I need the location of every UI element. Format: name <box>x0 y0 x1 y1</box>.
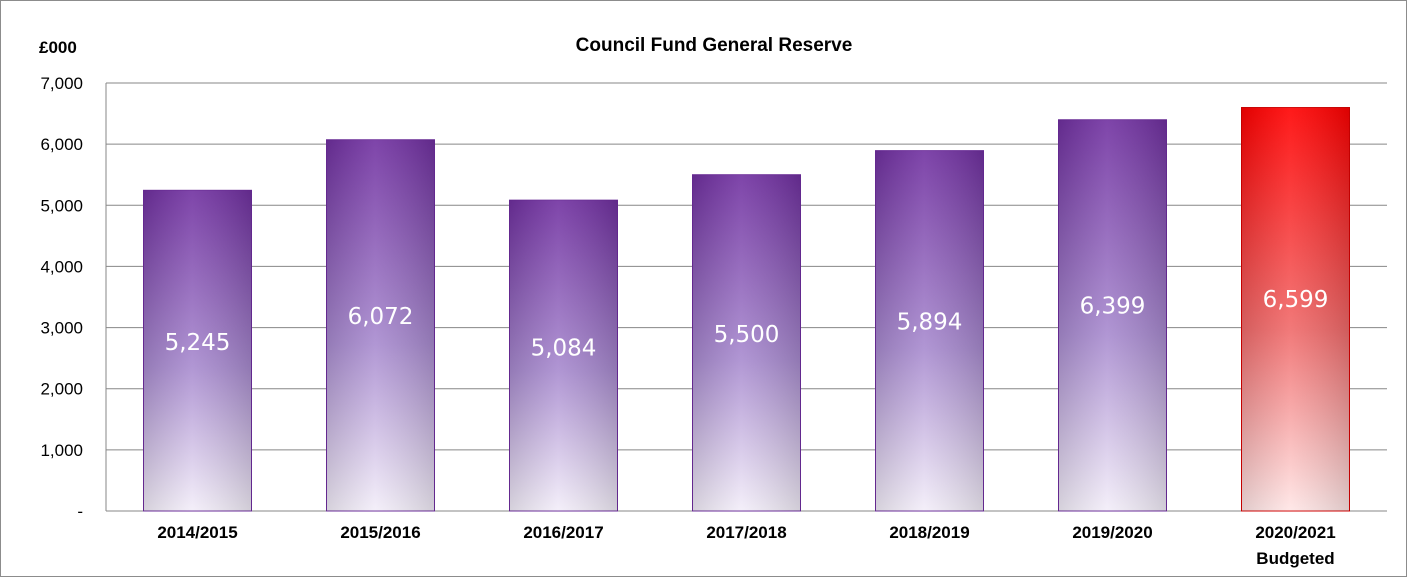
bar-group <box>143 189 252 512</box>
x-axis-ticks: 2014/2015 2015/2016 2016/2017 2017/2018 2018… <box>157 523 1335 568</box>
bar-sheen <box>509 200 618 511</box>
bar-sheen <box>1058 119 1167 511</box>
y-tick-label: 1,000 <box>40 441 83 460</box>
bar-group <box>1058 119 1167 512</box>
x-tick-label: 2014/2015 <box>157 523 237 542</box>
bar-group <box>1241 107 1350 512</box>
x-tick-label: 2020/2021 <box>1255 523 1335 542</box>
x-tick-label: Budgeted <box>1256 549 1334 568</box>
data-label: 6,072 <box>348 304 414 330</box>
y-tick-label: 5,000 <box>40 196 83 215</box>
y-tick-label: 3,000 <box>40 319 83 338</box>
bar-sheen <box>692 174 801 511</box>
y-tick-label: - <box>77 502 83 521</box>
x-tick-label: 2018/2019 <box>889 523 969 542</box>
bar-sheen <box>326 139 435 511</box>
y-axis-unit-label: £000 <box>39 38 77 57</box>
bar-sheen <box>875 150 984 511</box>
bar-group <box>875 150 984 512</box>
bar-sheen <box>143 190 252 511</box>
y-tick-label: 6,000 <box>40 135 83 154</box>
y-tick-label: 4,000 <box>40 257 83 276</box>
data-label: 6,599 <box>1263 287 1329 313</box>
x-tick-label: 2017/2018 <box>706 523 786 542</box>
x-tick-label: 2015/2016 <box>340 523 420 542</box>
bar-group <box>326 139 435 512</box>
data-label: 5,245 <box>165 330 231 356</box>
y-axis-ticks: - 1,000 2,000 3,000 4,000 5,000 6,000 7,000 <box>40 74 83 521</box>
bar-sheen <box>1241 107 1350 512</box>
bars <box>143 107 1350 512</box>
bar-group <box>692 174 801 512</box>
data-label: 5,500 <box>714 322 780 348</box>
bar-group <box>509 199 618 512</box>
data-label: 5,894 <box>897 310 963 336</box>
x-tick-label: 2019/2020 <box>1072 523 1152 542</box>
y-tick-label: 2,000 <box>40 380 83 399</box>
data-labels: 5,245 6,072 5,084 5,500 5,894 6,399 6,599 <box>165 287 1329 361</box>
x-tick-label: 2016/2017 <box>523 523 603 542</box>
data-label: 5,084 <box>531 335 597 361</box>
chart-title: Council Fund General Reserve <box>576 35 853 56</box>
y-tick-label: 7,000 <box>40 74 83 93</box>
data-label: 6,399 <box>1080 294 1146 320</box>
